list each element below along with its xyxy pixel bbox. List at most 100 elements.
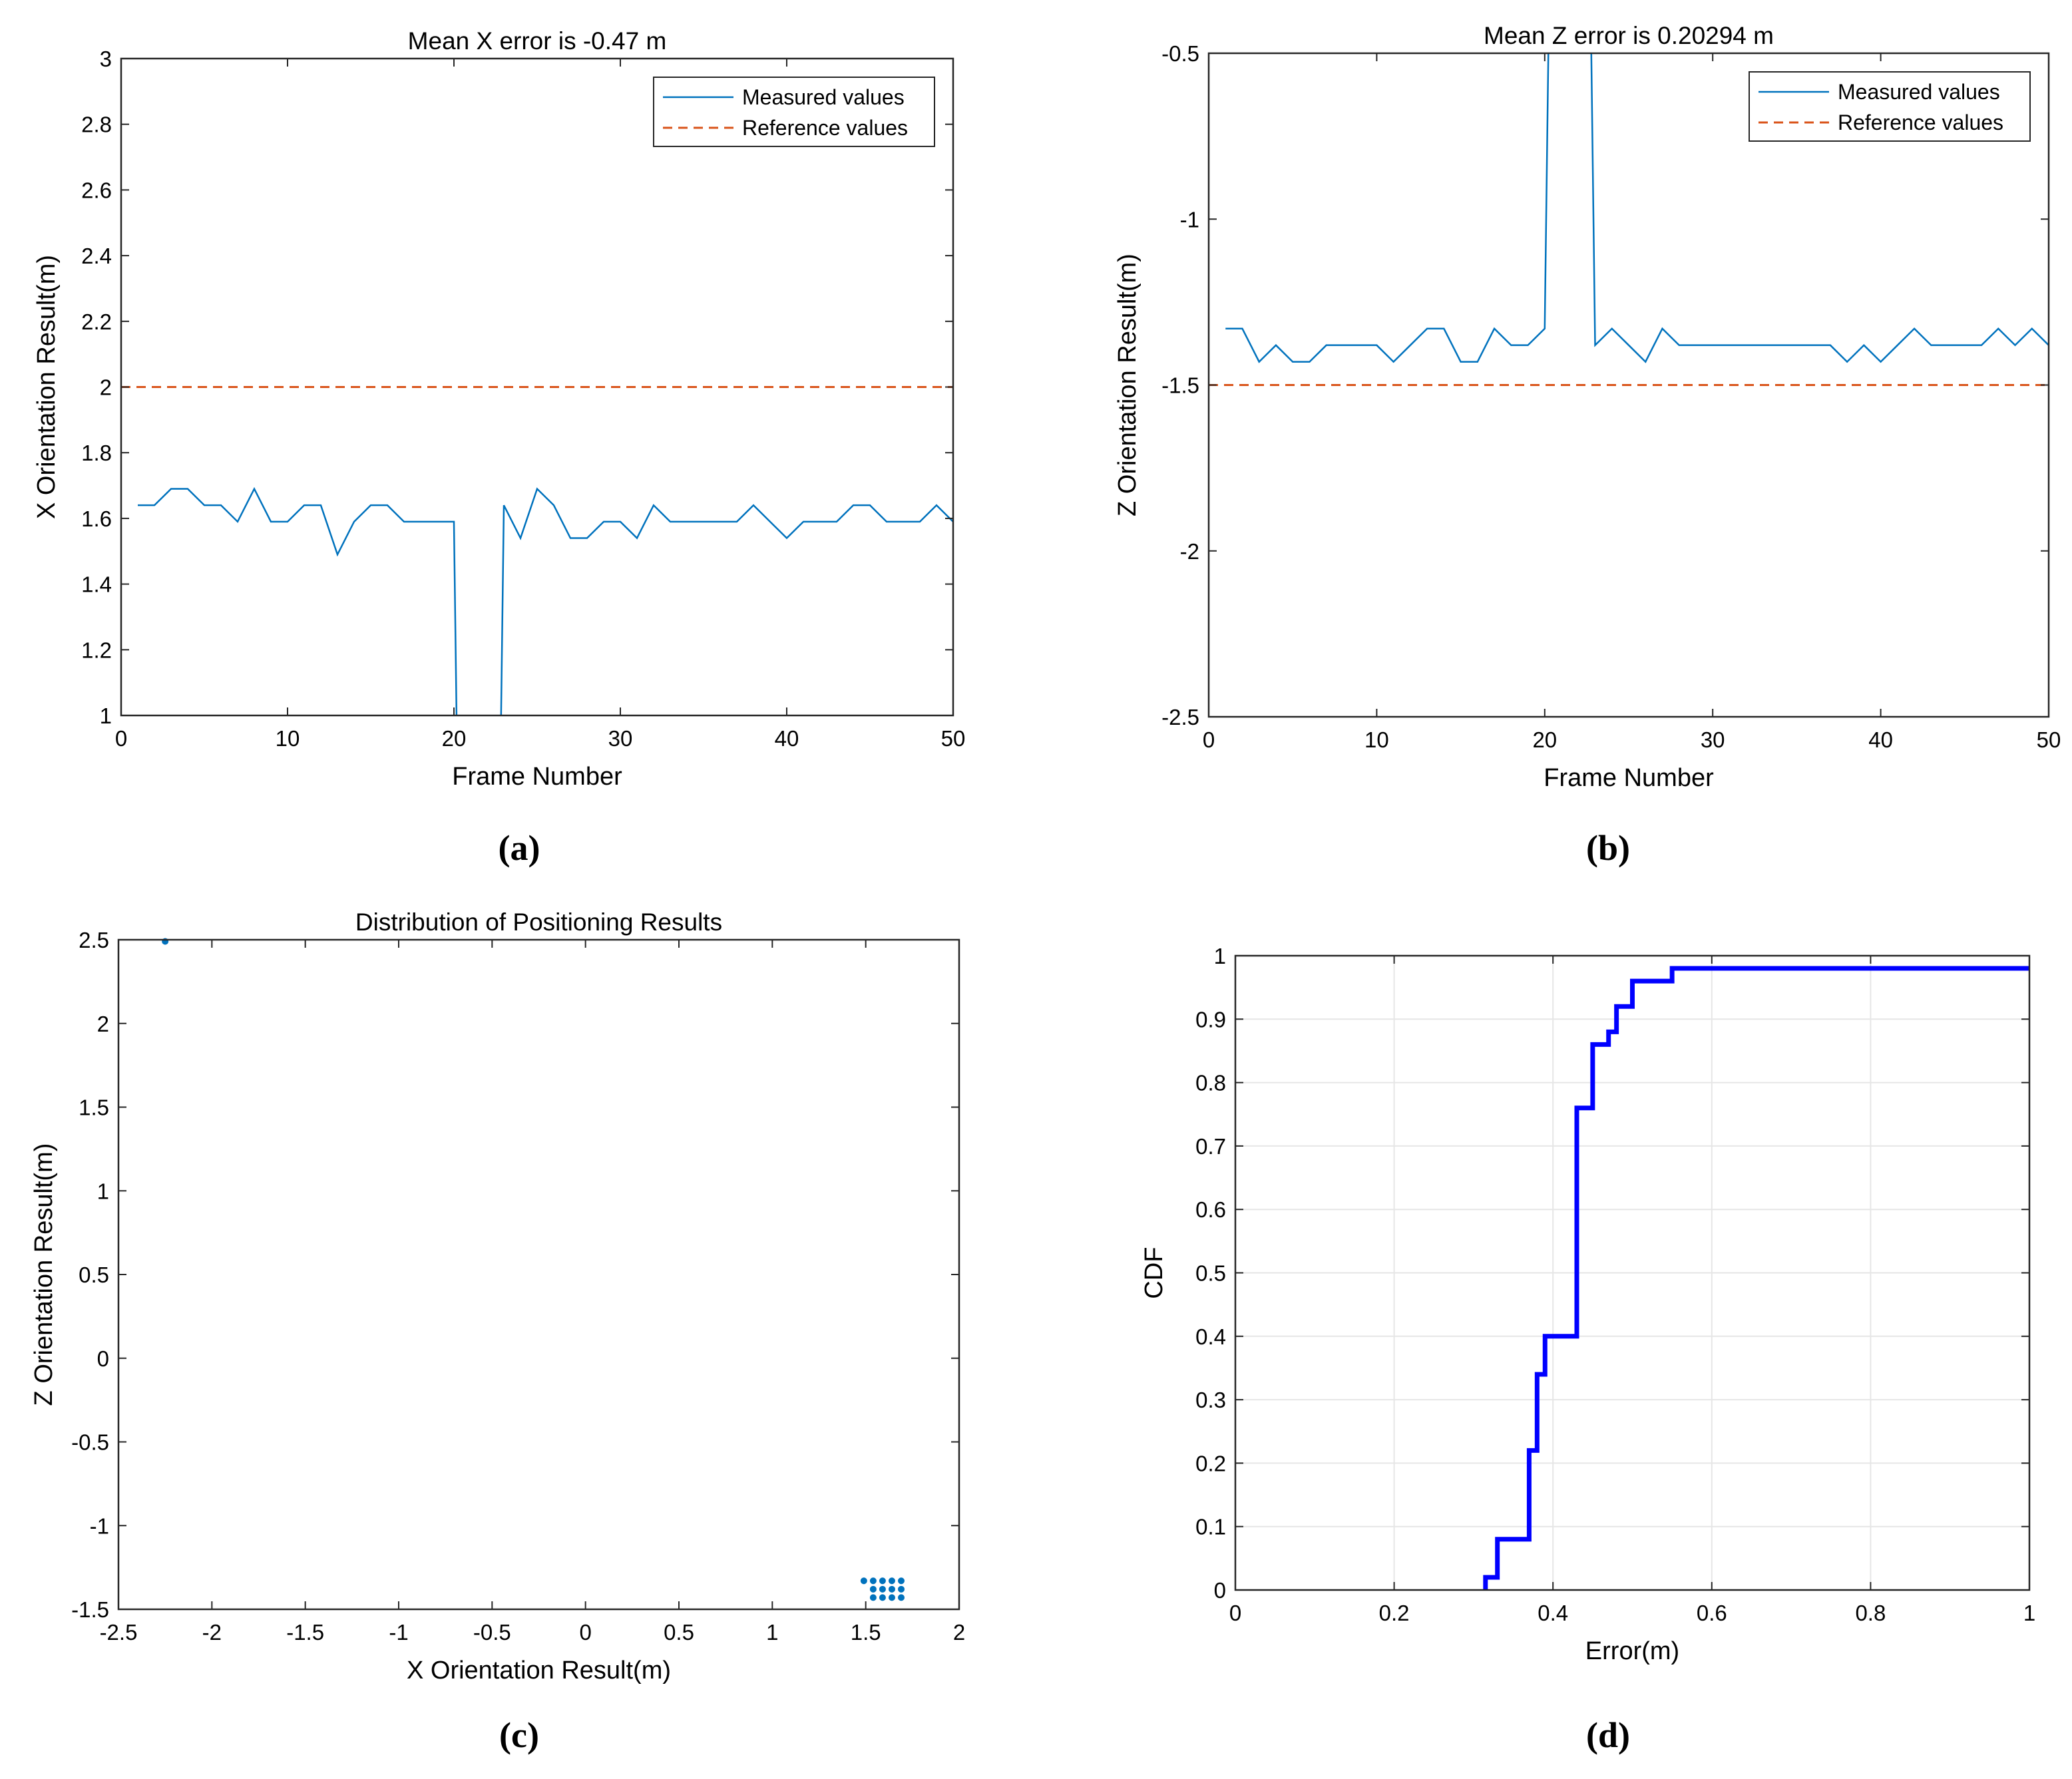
legend-label: Measured values xyxy=(742,85,905,109)
x-tick-label: 1 xyxy=(766,1620,778,1645)
y-tick-label: -1.5 xyxy=(1161,373,1199,398)
y-tick-label: -1.5 xyxy=(71,1597,109,1622)
y-tick-label: 0.1 xyxy=(1195,1515,1226,1539)
x-tick-label: 40 xyxy=(775,726,799,751)
x-tick-label: 0 xyxy=(115,726,127,751)
x-axis-label: Frame Number xyxy=(452,763,622,791)
scatter-point xyxy=(897,1585,905,1593)
x-tick-label: 30 xyxy=(608,726,633,751)
legend-box xyxy=(1749,71,2031,142)
scatter-point xyxy=(897,1577,905,1585)
figure-label-a: (a) xyxy=(499,828,540,868)
y-tick-label: 3 xyxy=(100,47,112,71)
x-axis-label: X Orientation Result(m) xyxy=(407,1657,671,1684)
x-axis-label: Error(m) xyxy=(1585,1637,1679,1665)
chart-title: Mean X error is -0.47 m xyxy=(408,27,667,55)
x-tick-label: 0 xyxy=(579,1620,591,1645)
x-axis-label: Frame Number xyxy=(1544,764,1714,792)
y-axis-label: CDF xyxy=(1140,1247,1168,1298)
y-tick-label: 1.8 xyxy=(81,441,112,465)
legend-label: Reference values xyxy=(742,116,908,140)
y-tick-label: 0.3 xyxy=(1195,1388,1226,1412)
y-tick-label: -2.5 xyxy=(1161,705,1199,729)
scatter-point xyxy=(869,1594,877,1601)
axes-box xyxy=(117,938,960,1611)
x-tick-label: 0.6 xyxy=(1697,1601,1727,1625)
y-tick-label: 0.5 xyxy=(1195,1261,1226,1286)
legend-label: Measured values xyxy=(1838,80,2000,104)
x-tick-label: 1 xyxy=(2023,1601,2035,1625)
measured-line xyxy=(1225,53,2049,363)
x-tick-label: 0.8 xyxy=(1855,1601,1886,1625)
scatter-point xyxy=(888,1585,895,1593)
scatter-point xyxy=(869,1577,877,1585)
x-tick-label: -2.5 xyxy=(100,1620,138,1645)
scatter-point xyxy=(888,1577,895,1585)
legend-label: Reference values xyxy=(1838,110,2003,134)
x-tick-label: 0 xyxy=(1229,1601,1241,1625)
x-tick-label: 10 xyxy=(1364,727,1389,752)
chart-title: Distribution of Positioning Results xyxy=(355,908,722,936)
y-tick-label: 2 xyxy=(100,375,112,400)
y-axis-label: X Orientation Result(m) xyxy=(33,255,61,519)
legend: Measured values Reference values xyxy=(1749,71,2031,142)
cdf-line xyxy=(1483,966,2029,1590)
scatter-point xyxy=(897,1594,905,1601)
series-group xyxy=(162,938,905,1601)
scatter-point xyxy=(879,1577,886,1585)
figure-label-c: (c) xyxy=(499,1715,539,1755)
scatter-point xyxy=(888,1594,895,1601)
x-tick-label: -2 xyxy=(202,1620,222,1645)
x-tick-label: -1 xyxy=(389,1620,408,1645)
legend: Measured values Reference values xyxy=(653,77,935,147)
figure-label-b: (b) xyxy=(1586,828,1630,868)
y-axis-label: Z Orientation Result(m) xyxy=(30,1143,58,1406)
x-tick-label: 0.4 xyxy=(1538,1601,1568,1625)
y-tick-label: 1.4 xyxy=(81,572,112,597)
y-tick-label: 1 xyxy=(97,1179,109,1203)
panel-c: -2.5 -2 -1.5 -1 -0.5 0 0.5 1 1.5 2 -1.5 -1 -0.5 0 0.5 1… xyxy=(30,908,965,1684)
x-tick-label: 50 xyxy=(2037,727,2061,752)
panel-b: 0 10 20 30 40 50 -2.5 -2 -1.5 -1 -0.5 Mean Z error … xyxy=(1114,22,2061,792)
y-tick-label: 2 xyxy=(97,1012,109,1036)
scatter-point xyxy=(879,1594,886,1601)
y-tick-label: 0.8 xyxy=(1195,1071,1226,1095)
x-tick-label: 30 xyxy=(1701,727,1725,752)
y-tick-label: 0.6 xyxy=(1195,1197,1226,1222)
x-tick-label: 1.5 xyxy=(851,1620,881,1645)
scatter-point xyxy=(869,1585,877,1593)
y-tick-label: -0.5 xyxy=(1161,41,1199,66)
x-tick-label: 0.2 xyxy=(1379,1601,1410,1625)
y-tick-label: 1 xyxy=(100,703,112,728)
x-tick-label: 0.5 xyxy=(664,1620,694,1645)
y-tick-label: 0.9 xyxy=(1195,1007,1226,1032)
y-tick-label: 2.5 xyxy=(79,928,109,952)
x-tick-label: 10 xyxy=(276,726,300,751)
y-tick-label: -1 xyxy=(1180,207,1199,232)
scatter-point xyxy=(879,1585,886,1593)
y-tick-label: -0.5 xyxy=(71,1430,109,1455)
series-group xyxy=(1483,966,2029,1590)
y-tick-label: 2.4 xyxy=(81,244,112,268)
panel-a: 0 10 20 30 40 50 1 1.2 1.4 1.6 1.8 2 2.2 2.4 2.6 2.8 3 Me… xyxy=(33,27,966,791)
y-tick-label: 0.5 xyxy=(79,1263,109,1287)
y-tick-label: 1.2 xyxy=(81,638,112,662)
x-tick-label: -0.5 xyxy=(473,1620,511,1645)
series-group xyxy=(121,386,953,715)
x-tick-label: 50 xyxy=(941,726,966,751)
x-tick-label: 20 xyxy=(442,726,467,751)
measured-line xyxy=(138,487,953,715)
figure-label-d: (d) xyxy=(1586,1715,1630,1755)
y-tick-label: 0.7 xyxy=(1195,1134,1226,1159)
y-tick-label: 0 xyxy=(1214,1578,1226,1603)
y-tick-label: 1.5 xyxy=(79,1095,109,1120)
y-tick-label: 2.6 xyxy=(81,178,112,202)
y-tick-label: -1 xyxy=(90,1513,109,1538)
chart-title: Mean Z error is 0.20294 m xyxy=(1484,22,1774,49)
series-group xyxy=(1209,53,2049,386)
y-tick-label: 0.2 xyxy=(1195,1451,1226,1476)
y-axis-label: Z Orientation Result(m) xyxy=(1114,254,1141,516)
x-tick-label: -1.5 xyxy=(286,1620,324,1645)
scatter-point xyxy=(860,1577,867,1585)
